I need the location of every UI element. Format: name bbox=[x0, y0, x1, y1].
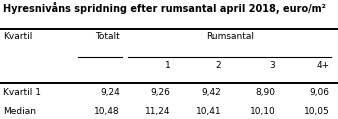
Text: Kvartil: Kvartil bbox=[3, 32, 33, 41]
Text: Kvartil 1: Kvartil 1 bbox=[3, 88, 41, 97]
Text: 11,24: 11,24 bbox=[145, 107, 171, 116]
Text: 3: 3 bbox=[270, 61, 275, 70]
Text: Rumsantal: Rumsantal bbox=[206, 32, 254, 41]
Text: 9,24: 9,24 bbox=[100, 88, 120, 97]
Text: 10,48: 10,48 bbox=[94, 107, 120, 116]
Text: 8,90: 8,90 bbox=[256, 88, 275, 97]
Text: 10,10: 10,10 bbox=[250, 107, 275, 116]
Text: 9,06: 9,06 bbox=[310, 88, 330, 97]
Text: 9,42: 9,42 bbox=[202, 88, 221, 97]
Text: 2: 2 bbox=[216, 61, 221, 70]
Text: 10,41: 10,41 bbox=[196, 107, 221, 116]
Text: 1: 1 bbox=[165, 61, 171, 70]
Text: Hyresnivåns spridning efter rumsantal april 2018, euro/m²: Hyresnivåns spridning efter rumsantal ap… bbox=[3, 2, 326, 14]
Text: Totalt: Totalt bbox=[95, 32, 120, 41]
Text: 4+: 4+ bbox=[316, 61, 330, 70]
Text: 9,26: 9,26 bbox=[151, 88, 171, 97]
Text: Median: Median bbox=[3, 107, 37, 116]
Text: 10,05: 10,05 bbox=[304, 107, 330, 116]
